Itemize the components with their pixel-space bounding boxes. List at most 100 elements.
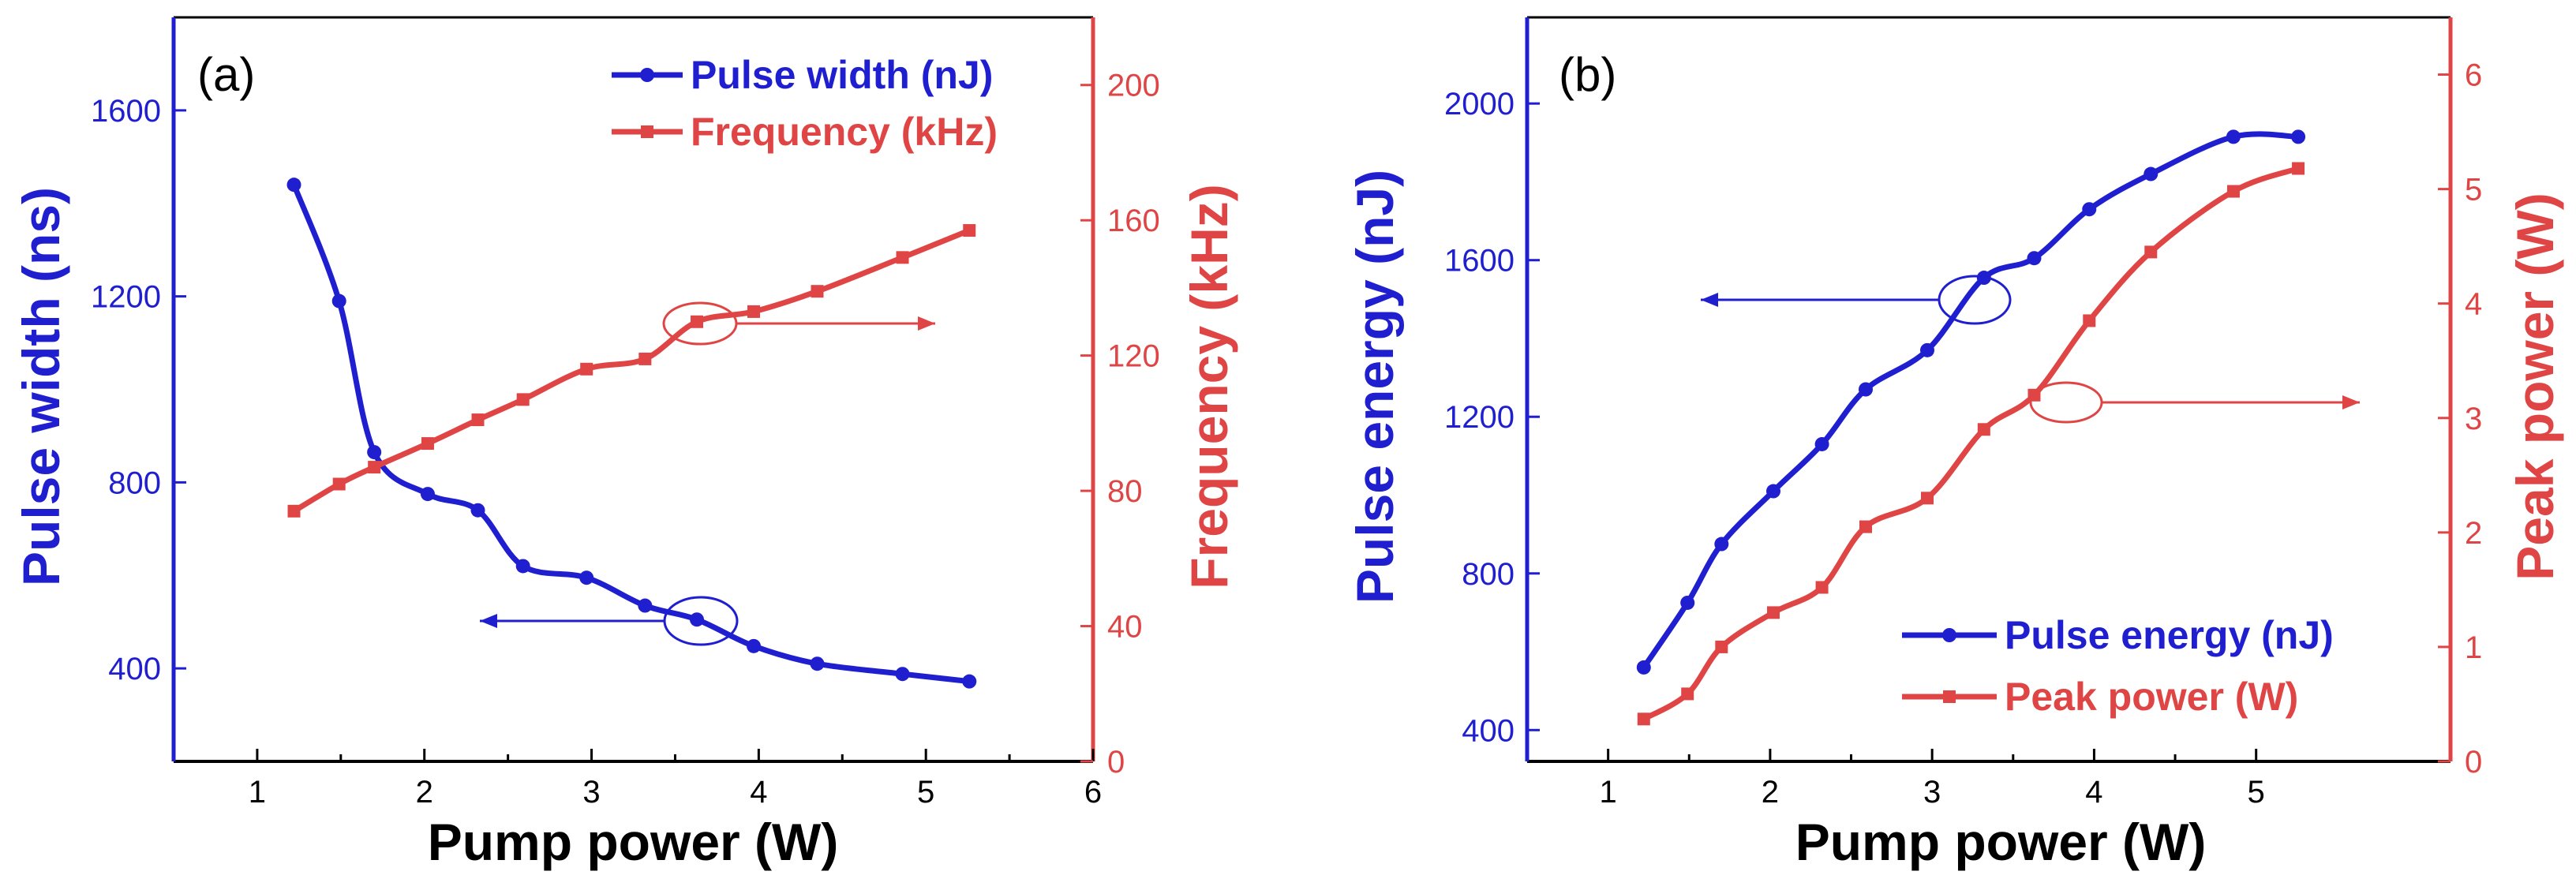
data-point — [420, 487, 435, 502]
data-point — [470, 503, 485, 518]
right-y-tick-label: 6 — [2465, 58, 2482, 93]
right-y-tick-label: 200 — [1107, 69, 1160, 103]
right-y-axis-title: Frequency (kHz) — [1180, 184, 1238, 589]
right-y-tick-label: 4 — [2465, 287, 2482, 322]
annotation-arrowhead — [1701, 293, 1718, 307]
data-point — [421, 437, 434, 451]
data-point — [1814, 436, 1829, 451]
annotation-arrowhead — [918, 316, 935, 331]
data-point — [332, 477, 346, 491]
data-point — [963, 224, 976, 237]
data-point — [811, 285, 824, 298]
data-point — [1815, 581, 1829, 594]
x-tick-label: 2 — [416, 775, 433, 810]
data-point — [1921, 492, 1934, 505]
data-point — [1680, 595, 1695, 610]
legend-label: Peak power (W) — [2005, 675, 2298, 719]
data-point — [2226, 129, 2241, 144]
right-y-tick-label: 160 — [1107, 204, 1160, 238]
right-y-axis-title: Peak power (W) — [2506, 193, 2564, 580]
data-point — [1715, 640, 1728, 653]
data-point — [2082, 202, 2097, 217]
x-tick-label: 6 — [1084, 775, 1102, 810]
left-y-tick-label: 400 — [1462, 713, 1515, 748]
left-y-tick-label: 2000 — [1444, 87, 1515, 122]
data-point — [962, 674, 977, 689]
data-point — [515, 559, 530, 574]
legend-label: Pulse width (nJ) — [691, 53, 993, 97]
data-point — [516, 393, 530, 406]
data-point — [895, 667, 910, 682]
data-point — [1637, 712, 1650, 726]
left-y-tick-label: 1600 — [1444, 244, 1515, 279]
data-point — [1859, 520, 1872, 533]
data-point — [1636, 660, 1651, 675]
right-y-tick-label: 0 — [1107, 745, 1125, 780]
data-point — [638, 352, 652, 365]
data-point — [1920, 342, 1934, 357]
data-point — [2291, 129, 2306, 144]
left-y-tick-label: 400 — [108, 652, 161, 686]
data-point — [1977, 423, 1990, 436]
data-point — [689, 612, 704, 627]
x-tick-label: 4 — [750, 775, 767, 810]
annotation-arrowhead — [480, 614, 497, 628]
left-y-axis-title: Pulse width (ns) — [12, 187, 70, 586]
data-point — [638, 598, 653, 613]
right-y-tick-label: 0 — [2465, 745, 2482, 780]
data-point — [2144, 245, 2158, 259]
data-point — [331, 294, 346, 309]
data-point — [579, 570, 594, 585]
data-point — [2292, 162, 2305, 175]
legend-label: Frequency (kHz) — [691, 110, 998, 154]
x-tick-label: 1 — [249, 775, 266, 810]
data-point — [2144, 166, 2159, 181]
right-y-tick-label: 120 — [1107, 339, 1160, 374]
data-point — [2027, 251, 2042, 266]
data-point — [1859, 382, 1873, 397]
legend-label: Pulse energy (nJ) — [2005, 613, 2334, 657]
right-y-tick-label: 3 — [2465, 402, 2482, 436]
data-point — [1681, 687, 1694, 701]
right-y-tick-label: 40 — [1107, 610, 1143, 645]
x-axis-title: Pump power (W) — [428, 813, 839, 871]
annotation-ellipse — [1938, 275, 2012, 325]
x-axis-title: Pump power (W) — [1795, 813, 2207, 871]
series-line — [292, 227, 971, 514]
data-point — [368, 461, 381, 474]
annotation-ellipse — [2029, 381, 2103, 424]
left-y-tick-label: 800 — [1462, 557, 1515, 592]
panel-b: 1 2 3 4 5 400 800 1200 1600 2000 0 1 2 3 4 5 6 Pump power… — [1346, 16, 2564, 871]
data-point — [580, 362, 593, 376]
data-point — [1767, 606, 1780, 619]
legend-marker — [640, 68, 654, 82]
data-point — [810, 656, 825, 671]
x-tick-label: 1 — [1600, 775, 1617, 810]
left-y-tick-label: 1200 — [91, 280, 161, 315]
data-point — [1714, 537, 1729, 552]
data-point — [286, 178, 301, 193]
left-y-tick-label: 1600 — [91, 94, 161, 129]
panel-label: (b) — [1559, 48, 1616, 101]
x-tick-label: 3 — [582, 775, 600, 810]
panel-label: (a) — [197, 48, 255, 101]
x-tick-label: 2 — [1762, 775, 1779, 810]
panel-a: 1 2 3 4 5 6 400 800 1200 1600 0 40 80 120 160 200 Pump p… — [12, 16, 1238, 871]
annotation-arrowhead — [2342, 395, 2360, 409]
right-y-tick-label: 80 — [1107, 474, 1143, 509]
data-point — [367, 445, 382, 460]
legend-marker — [1942, 628, 1956, 642]
data-point — [2226, 185, 2240, 198]
x-tick-label: 5 — [917, 775, 934, 810]
data-point — [1766, 484, 1780, 499]
left-y-tick-label: 1200 — [1444, 400, 1515, 435]
data-point — [747, 638, 762, 653]
right-y-tick-label: 1 — [2465, 630, 2482, 665]
data-point — [471, 413, 485, 427]
legend-marker — [641, 125, 653, 138]
series-line — [291, 183, 970, 685]
right-y-tick-label: 2 — [2465, 516, 2482, 551]
data-point — [896, 251, 909, 264]
data-point — [287, 504, 301, 518]
